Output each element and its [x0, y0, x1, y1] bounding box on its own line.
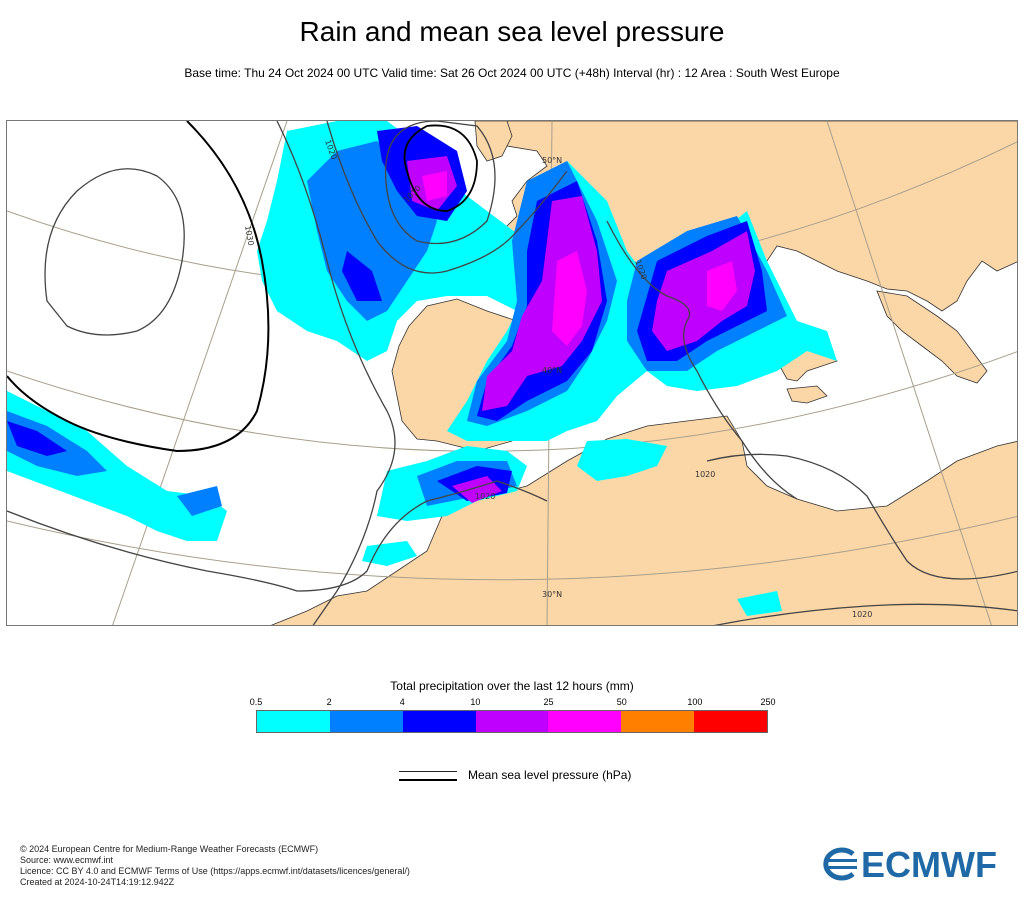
isobar-high: [44, 168, 185, 336]
land-sicily: [786, 385, 828, 404]
isobar-low-1: [403, 124, 478, 212]
colorbar-swatch: [329, 711, 403, 732]
map-svg: 1030 1020 1010 1020 1020 1020 1020 30°N …: [7, 121, 1017, 625]
credit-line-source: Source: www.ecmwf.int: [20, 855, 114, 865]
land-balkans: [876, 290, 988, 384]
colorbar-tick-label: 25: [543, 697, 554, 707]
lat-label-40: 40°N: [542, 366, 562, 375]
isobar-1030: [7, 121, 270, 453]
isobar-1020-f: [713, 603, 1017, 625]
isobar-1020-c: [606, 220, 798, 500]
colorbar-tick-label: 50: [616, 697, 627, 707]
isobar-label-1020-africa: 1020: [475, 492, 495, 501]
colorbar-swatch: [548, 711, 622, 732]
land-north-africa: [270, 415, 1017, 625]
chart-subtitle: Base time: Thu 24 Oct 2024 00 UTC Valid …: [184, 66, 840, 80]
isobar-label-1020-east: 1020: [695, 470, 715, 479]
colorbar-tick-label: 2: [326, 697, 332, 707]
isobar-1020-a: [276, 121, 396, 625]
colorbar-tick-label: 100: [687, 697, 703, 707]
msl-line-icon: [399, 771, 457, 781]
colorbar-tick-label: 0.5: [249, 697, 263, 707]
colorbar-swatch: [257, 711, 330, 732]
isobar-1020-b: [326, 121, 568, 274]
legend-title: Total precipitation over the last 12 hou…: [390, 679, 634, 693]
lon-line-3: [826, 121, 992, 625]
isobar-1020-e: [706, 453, 1017, 580]
credit-line-created: Created at 2024-10-24T14:19:12.942Z: [20, 877, 175, 887]
isobar-low-2: [385, 121, 496, 245]
colorbar-swatch: [621, 711, 695, 732]
weather-map[interactable]: 1030 1020 1010 1020 1020 1020 1020 30°N …: [6, 120, 1018, 626]
isobar-label-1030: 1030: [243, 225, 255, 247]
lat-line-30: [7, 515, 1017, 581]
lon-line-1: [112, 121, 288, 625]
isobar-label-1020-south: 1020: [852, 610, 872, 619]
colorbar-tick-label: 10: [470, 697, 481, 707]
lat-label-50: 50°N: [542, 156, 562, 165]
colorbar-swatch: [475, 711, 549, 732]
colorbar-swatch: [694, 711, 768, 732]
credit-line-licence: Licence: CC BY 4.0 and ECMWF Terms of Us…: [20, 866, 410, 876]
ecmwf-logo-text: ECMWF: [861, 844, 997, 885]
msl-legend-label: Mean sea level pressure (hPa): [468, 768, 632, 782]
colorbar-swatch: [402, 711, 476, 732]
precip-magenta: [422, 171, 737, 346]
credits: © 2024 European Centre for Medium-Range …: [20, 844, 410, 888]
precipitation-colorbar: [256, 710, 768, 733]
colorbar-tick-label: 250: [760, 697, 776, 707]
credit-line-copyright: © 2024 European Centre for Medium-Range …: [20, 844, 319, 854]
lat-label-30: 30°N: [542, 590, 562, 599]
ecmwf-emblem-icon: [823, 847, 857, 881]
isobar-1020-d: [7, 480, 548, 592]
lat-line-40: [7, 351, 1017, 452]
colorbar-tick-label: 4: [399, 697, 405, 707]
ecmwf-logo: ECMWF: [813, 844, 1013, 885]
land-uk: [474, 121, 513, 162]
msl-legend: Mean sea level pressure (hPa): [399, 768, 659, 784]
chart-title: Rain and mean sea level pressure: [299, 16, 725, 47]
isobars: [7, 121, 1017, 625]
